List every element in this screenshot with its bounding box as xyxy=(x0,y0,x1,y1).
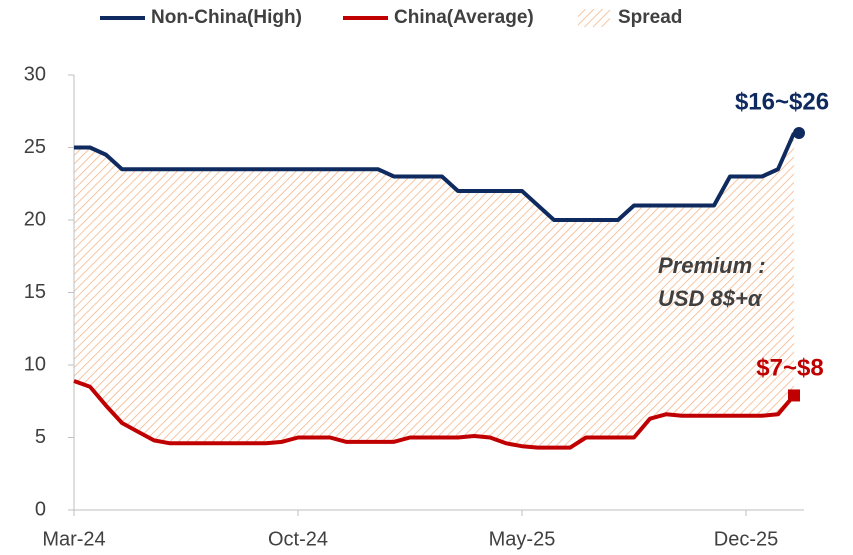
annotation: $16~$26 xyxy=(735,88,829,115)
y-tick-label: 25 xyxy=(24,136,46,158)
legend-label: Non-China(High) xyxy=(151,7,302,28)
line-series xyxy=(73,379,796,450)
y-tick-label: 0 xyxy=(35,498,46,520)
y-tick-label: 20 xyxy=(24,208,46,230)
end-marker xyxy=(793,127,805,139)
y-tick-label: 5 xyxy=(35,426,46,448)
legend-label: China(Average) xyxy=(394,7,534,28)
annotation: $7~$8 xyxy=(756,354,823,381)
x-tick-label: May-25 xyxy=(489,528,556,550)
y-tick-label: 15 xyxy=(24,281,46,303)
annotation: Premium : xyxy=(658,253,766,278)
y-tick-label: 30 xyxy=(24,63,46,85)
line-series xyxy=(74,132,796,222)
spread-area xyxy=(74,133,794,448)
x-tick-label: Dec-25 xyxy=(714,528,778,550)
annotation: USD 8$+α xyxy=(658,286,763,311)
legend-swatch xyxy=(578,9,610,27)
x-tick-label: Mar-24 xyxy=(42,528,105,550)
x-tick-label: Oct-24 xyxy=(268,528,328,550)
legend-label: Spread xyxy=(618,7,682,28)
end-marker xyxy=(788,389,800,402)
y-tick-label: 10 xyxy=(24,353,46,375)
